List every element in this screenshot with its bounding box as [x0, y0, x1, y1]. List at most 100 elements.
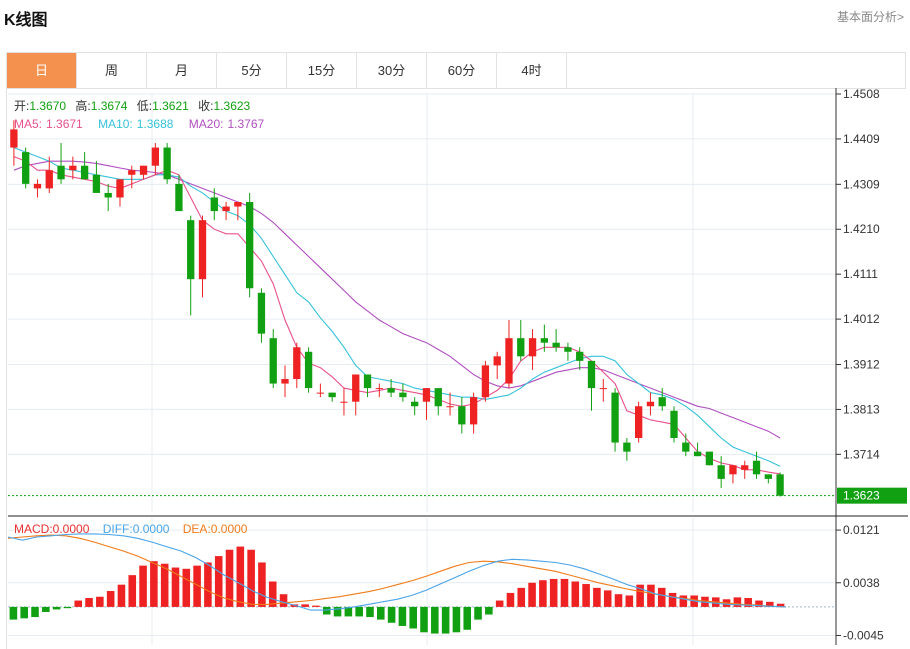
macd-histogram-bar — [549, 578, 558, 607]
macd-histogram-bar — [20, 606, 28, 619]
macd-histogram-bar — [463, 606, 472, 630]
candle-body — [151, 147, 160, 166]
macd-histogram-bar — [603, 590, 612, 607]
tab-day[interactable]: 日 — [7, 53, 77, 88]
fundamental-analysis-link[interactable]: 基本面分析> — [836, 10, 904, 24]
candle-body — [257, 292, 266, 334]
candle-body — [752, 460, 761, 475]
last-price-badge — [837, 487, 907, 504]
macd-histogram-bar — [657, 587, 666, 607]
macd-histogram-bar — [312, 605, 320, 607]
candle-body — [80, 165, 89, 180]
macd-histogram-bar — [614, 594, 623, 607]
macd-histogram-bar — [766, 601, 774, 607]
tab-month[interactable]: 月 — [147, 53, 217, 88]
candle-body — [481, 365, 490, 398]
macd-histogram-bar — [398, 606, 407, 626]
candle-body — [682, 442, 690, 452]
macd-histogram-bar — [636, 584, 644, 607]
candle-body — [352, 374, 360, 402]
tab-15min[interactable]: 15分 — [287, 53, 357, 88]
candle-body — [234, 202, 242, 207]
macd-histogram-bar — [582, 584, 590, 607]
candle-body — [128, 170, 136, 175]
candle-body — [340, 401, 348, 403]
candle-body — [316, 392, 325, 394]
candle-body — [175, 183, 183, 212]
macd-histogram-bar — [679, 595, 688, 607]
candle-body — [552, 342, 560, 348]
candle-body — [198, 220, 207, 280]
candle-body — [399, 392, 407, 398]
macd-histogram-bar — [647, 584, 655, 607]
macd-histogram-bar — [409, 606, 417, 629]
candle-body — [422, 388, 431, 402]
macd-legend: MACD:0.0000 DIFF:0.0000 DEA:0.0000 — [14, 522, 248, 536]
price-tick-label: 1.4210 — [843, 222, 880, 236]
candle-body — [375, 388, 383, 390]
candle-body — [281, 379, 289, 384]
candle-body — [163, 147, 171, 180]
price-tick-label: 1.3714 — [843, 447, 880, 461]
last-price-label: 1.3623 — [843, 489, 880, 503]
price-tick-label: 1.4111 — [843, 267, 878, 281]
candle-body — [634, 406, 643, 439]
macd-histogram-bar — [495, 600, 504, 607]
candle-body — [363, 374, 372, 389]
macd-tick-label: 0.0121 — [843, 523, 880, 537]
macd-tick-label: 0.0038 — [843, 576, 880, 590]
tab-60min[interactable]: 60分 — [427, 53, 497, 88]
candle-body — [116, 179, 124, 198]
candle-body — [611, 392, 619, 443]
price-axis: 1.4508 1.4409 1.4309 1.4210 1.4111 1.4012 1.39… — [8, 87, 908, 645]
macd-histogram-bar — [128, 575, 137, 607]
macd-histogram-bar — [214, 556, 223, 607]
candle-body — [387, 388, 395, 393]
macd-histogram-bar — [236, 546, 245, 607]
candle-body — [517, 338, 525, 357]
candle-body — [139, 165, 148, 175]
macd-histogram-bar — [268, 581, 277, 607]
ma-legend: MA5: 1.3671 MA10: 1.3688 MA20: 1.3767 — [14, 117, 265, 131]
candle-body — [540, 338, 549, 343]
macd-histogram-bar — [387, 606, 396, 623]
candle-body — [33, 183, 42, 189]
macd-histogram-bar — [150, 561, 158, 607]
candle-body — [411, 401, 419, 407]
macd-histogram-bar — [625, 595, 634, 607]
candle-body — [269, 338, 277, 384]
tab-week[interactable]: 周 — [77, 53, 147, 88]
ma5-line — [13, 156, 781, 475]
macd-histogram-bar — [106, 591, 115, 607]
candle-body — [505, 338, 513, 384]
tab-30min[interactable]: 30分 — [357, 53, 427, 88]
price-tick-label: 1.4309 — [843, 177, 880, 191]
candle-body — [245, 202, 254, 289]
macd-histogram-bar — [593, 587, 601, 607]
grid — [8, 93, 836, 645]
macd-histogram-bar — [63, 606, 72, 609]
macd-histogram-bar — [355, 606, 363, 617]
candles — [10, 120, 784, 497]
macd-histogram-bar — [279, 594, 288, 607]
candle-body — [328, 392, 336, 398]
macd-histogram-bar — [344, 606, 353, 617]
price-tick-label: 1.4012 — [843, 312, 880, 326]
tab-5min[interactable]: 5分 — [217, 53, 287, 88]
candle-body — [69, 165, 77, 171]
macd-histogram-bar — [441, 606, 450, 634]
macd-histogram-bar — [517, 587, 526, 607]
macd-histogram-bar — [776, 603, 785, 607]
candle-body — [576, 351, 584, 361]
candle-body — [57, 165, 65, 180]
candle-body — [222, 206, 230, 212]
tab-4hour[interactable]: 4时 — [497, 53, 567, 88]
diff-line — [7, 533, 787, 611]
price-tick-label: 1.4409 — [843, 132, 880, 146]
candle-body — [22, 152, 30, 184]
candle-body — [623, 442, 631, 452]
candle-body — [10, 129, 18, 148]
macd-histogram-bar — [247, 549, 255, 607]
candle-body — [776, 474, 784, 496]
